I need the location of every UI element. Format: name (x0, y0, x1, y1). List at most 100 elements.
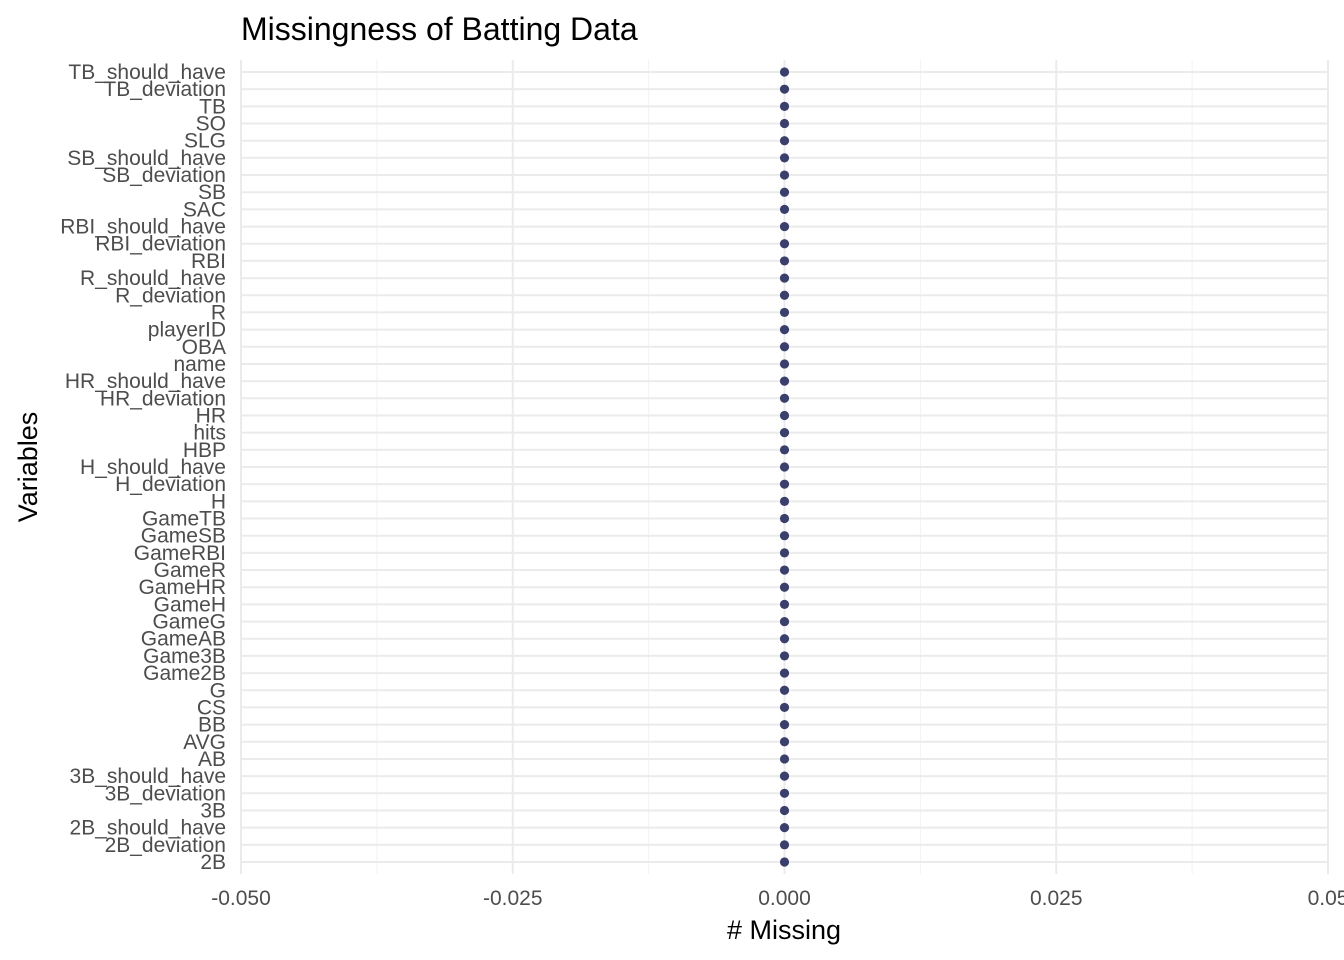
data-point (779, 634, 790, 644)
data-point (779, 136, 790, 146)
y-tick-label: 3B (200, 799, 226, 822)
y-tick-label: R_should_have (80, 267, 226, 290)
data-point (779, 754, 790, 764)
data-point (779, 67, 790, 77)
y-tick-label: SLG (184, 130, 226, 153)
y-tick-label: SAC (183, 198, 226, 221)
y-tick-label: GameAB (141, 628, 226, 651)
y-tick-label: GameSB (141, 525, 226, 548)
data-point (779, 204, 790, 214)
y-tick-label: 3B_deviation (105, 782, 226, 805)
data-point (779, 359, 790, 369)
y-tick-label: HBP (183, 439, 226, 462)
x-axis-tick-labels: -0.050 -0.025 0.000 0.025 0.05 (211, 887, 1344, 910)
x-tick-label: -0.050 (211, 887, 271, 910)
data-point (779, 720, 790, 730)
data-point (779, 445, 790, 455)
y-axis-title: Variables (13, 412, 43, 523)
data-point (779, 273, 790, 283)
y-tick-label: 2B_should_have (70, 817, 226, 840)
data-point (779, 101, 790, 111)
data-point (779, 256, 790, 266)
y-tick-label: H (211, 490, 226, 513)
chart-title: Missingness of Batting Data (241, 11, 638, 47)
data-point (779, 771, 790, 781)
data-point (779, 823, 790, 833)
y-tick-label: RBI (191, 250, 226, 273)
x-tick-label: 0.05 (1308, 887, 1344, 910)
data-point (779, 428, 790, 438)
data-point (779, 565, 790, 575)
y-tick-label: G (210, 679, 226, 702)
data-point (779, 342, 790, 352)
y-tick-label: SB_deviation (102, 164, 226, 187)
y-tick-label: 2B_deviation (105, 834, 226, 857)
y-tick-label: H_should_have (80, 456, 226, 479)
y-tick-label: name (173, 353, 226, 376)
data-point (779, 325, 790, 335)
data-point (779, 548, 790, 558)
data-point (779, 599, 790, 609)
y-tick-label: R (211, 301, 226, 324)
data-point (779, 840, 790, 850)
data-point (779, 290, 790, 300)
y-tick-label: RBI_deviation (95, 233, 226, 256)
y-tick-label: HR (196, 404, 226, 427)
data-point (779, 221, 790, 232)
data-point (779, 239, 790, 249)
x-tick-label: 0.000 (758, 887, 811, 910)
data-point (779, 857, 790, 867)
data-point (779, 84, 790, 94)
data-point (779, 118, 790, 129)
x-axis-title: # Missing (727, 915, 841, 945)
y-tick-label: SO (196, 113, 226, 136)
y-tick-label: HR_deviation (100, 387, 226, 410)
data-point (779, 616, 790, 627)
data-point (779, 651, 790, 661)
y-tick-label: GameR (154, 559, 226, 582)
data-point (779, 170, 790, 180)
data-point (779, 393, 790, 403)
data-point (779, 685, 790, 695)
data-point (779, 187, 790, 197)
data-point (779, 479, 790, 489)
y-tick-label: BB (198, 714, 226, 737)
y-tick-label: R_deviation (115, 284, 226, 307)
y-tick-label: 2B (200, 851, 226, 874)
x-tick-label: -0.025 (483, 887, 543, 910)
y-tick-label: Game3B (143, 645, 226, 668)
y-tick-label: GameRBI (134, 542, 226, 565)
y-tick-label: SB_should_have (67, 147, 226, 170)
data-point (779, 376, 790, 386)
data-point (779, 513, 790, 524)
y-tick-label: H_deviation (115, 473, 226, 496)
data-point (779, 788, 790, 798)
y-tick-label: RBI_should_have (60, 216, 226, 239)
data-point (779, 496, 790, 506)
y-tick-label: playerID (148, 319, 226, 342)
y-tick-label: HR_should_have (65, 370, 226, 393)
y-tick-label: GameG (152, 611, 226, 634)
y-tick-label: TB_deviation (103, 78, 226, 101)
data-point (779, 531, 790, 541)
y-tick-label: GameH (154, 593, 226, 616)
y-tick-label: AVG (183, 731, 226, 754)
data-point (779, 805, 790, 816)
y-tick-label: AB (198, 748, 226, 771)
y-tick-label: OBA (182, 336, 226, 359)
y-tick-label: TB_should_have (68, 61, 226, 84)
data-point (779, 410, 790, 421)
y-tick-label: hits (193, 422, 226, 445)
data-point (779, 462, 790, 472)
data-point (779, 702, 790, 713)
y-axis-tick-labels: TB_should_haveTB_deviationTBSOSLGSB_shou… (60, 61, 226, 874)
y-tick-label: GameHR (138, 576, 226, 599)
data-point (779, 582, 790, 592)
x-tick-label: 0.025 (1030, 887, 1083, 910)
data-points (779, 67, 790, 867)
y-tick-label: 3B_should_have (70, 765, 226, 788)
y-tick-label: GameTB (142, 508, 226, 531)
data-point (779, 668, 790, 678)
data-point (779, 737, 790, 747)
